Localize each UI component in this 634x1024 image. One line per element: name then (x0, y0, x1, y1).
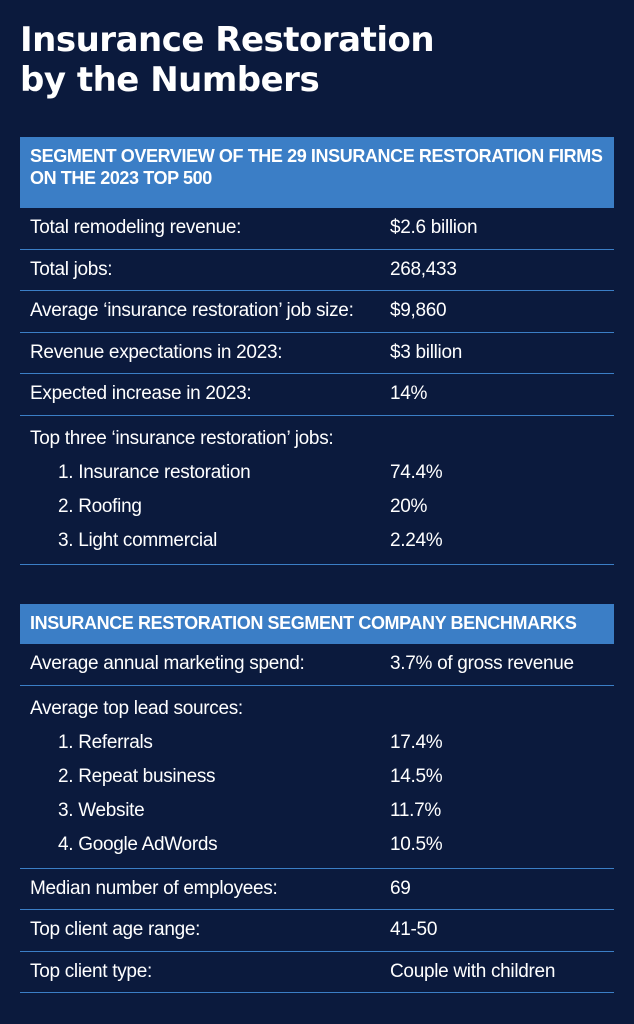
table-row-total-jobs: Total jobs: 268,433 (20, 250, 614, 291)
list-item-value: 14.5% (390, 765, 443, 787)
table-row-lead-sources: Average top lead sources: 1. Referrals 1… (20, 686, 614, 869)
table-row-marketing-spend: Average annual marketing spend: 3.7% of … (20, 644, 614, 686)
table-row-client-age-range: Top client age range: 41-50 (20, 910, 614, 952)
list-item-value: 11.7% (390, 799, 441, 821)
list-item: 1. Referrals 17.4% (20, 726, 614, 760)
top-jobs-label: Top three ‘insurance restoration’ jobs: (30, 427, 334, 449)
lead-sources-label: Average top lead sources: (30, 697, 243, 719)
list-item: 1. Insurance restoration 74.4% (20, 456, 614, 490)
row-value: $2.6 billion (390, 217, 478, 238)
table-row-expected-increase: Expected increase in 2023: 14% (20, 374, 614, 416)
table-row-median-employees: Median number of employees: 69 (20, 869, 614, 910)
list-item: 3. Light commercial 2.24% (20, 524, 614, 558)
list-item-label: 2. Repeat business (58, 765, 216, 787)
list-item-label: 2. Roofing (58, 495, 142, 517)
row-label: Expected increase in 2023: (30, 383, 252, 404)
table-row-client-type: Top client type: Couple with children (20, 952, 614, 993)
row-value: $9,860 (390, 300, 447, 321)
table-row-revenue-expectations: Revenue expectations in 2023: $3 billion (20, 333, 614, 374)
segment-overview-panel: SEGMENT OVERVIEW OF THE 29 INSURANCE RES… (20, 137, 614, 565)
row-label: Top client age range: (30, 919, 201, 940)
row-value: 41-50 (390, 919, 438, 940)
row-label: Total remodeling revenue: (30, 217, 242, 238)
page-title-line-2: by the Numbers (20, 60, 320, 100)
list-item-label: 1. Referrals (58, 731, 153, 753)
page-title-line-1: Insurance Restoration (20, 20, 435, 60)
row-label: Top client type: (30, 960, 152, 982)
row-value: Couple with children (390, 960, 556, 982)
list-item-value: 20% (390, 495, 428, 517)
row-label: Total jobs: (30, 258, 113, 280)
page-title: Insurance Restoration by the Numbers (20, 20, 634, 100)
row-value: 3.7% of gross revenue (390, 653, 574, 674)
table-row-average-job-size: Average ‘insurance restoration’ job size… (20, 291, 614, 333)
list-item: 2. Roofing 20% (20, 490, 614, 524)
list-item-value: 17.4% (390, 731, 443, 753)
list-item-label: 4. Google AdWords (58, 833, 218, 855)
list-item-label: 3. Light commercial (58, 529, 218, 551)
row-label: Average ‘insurance restoration’ job size… (30, 300, 354, 321)
list-item-value: 74.4% (390, 461, 443, 483)
list-item: 2. Repeat business 14.5% (20, 760, 614, 794)
segment-overview-header: SEGMENT OVERVIEW OF THE 29 INSURANCE RES… (20, 137, 614, 208)
list-item: 4. Google AdWords 10.5% (20, 828, 614, 862)
list-item: 3. Website 11.7% (20, 794, 614, 828)
row-label: Revenue expectations in 2023: (30, 341, 283, 363)
list-item-label: 1. Insurance restoration (58, 461, 251, 483)
company-benchmarks-panel: INSURANCE RESTORATION SEGMENT COMPANY BE… (20, 604, 614, 993)
row-value: 268,433 (390, 258, 457, 280)
row-value: 14% (390, 383, 428, 404)
table-row-total-revenue: Total remodeling revenue: $2.6 billion (20, 208, 614, 250)
row-label: Median number of employees: (30, 877, 278, 899)
row-value: $3 billion (390, 341, 462, 363)
list-item-value: 10.5% (390, 833, 443, 855)
list-item-label: 3. Website (58, 799, 145, 821)
company-benchmarks-header: INSURANCE RESTORATION SEGMENT COMPANY BE… (20, 604, 614, 644)
row-label: Average annual marketing spend: (30, 653, 305, 674)
list-item-value: 2.24% (390, 529, 443, 551)
row-value: 69 (390, 877, 411, 899)
table-row-top-jobs: Top three ‘insurance restoration’ jobs: … (20, 416, 614, 565)
